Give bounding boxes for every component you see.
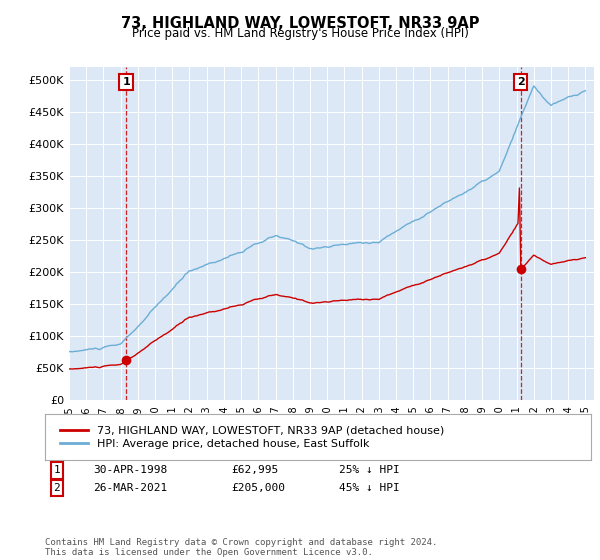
Text: 45% ↓ HPI: 45% ↓ HPI (339, 483, 400, 493)
Text: 2: 2 (517, 77, 524, 87)
Text: 1: 1 (53, 465, 61, 475)
Text: 2: 2 (53, 483, 61, 493)
Text: 30-APR-1998: 30-APR-1998 (93, 465, 167, 475)
Text: 73, HIGHLAND WAY, LOWESTOFT, NR33 9AP: 73, HIGHLAND WAY, LOWESTOFT, NR33 9AP (121, 16, 479, 31)
Text: 26-MAR-2021: 26-MAR-2021 (93, 483, 167, 493)
Text: Contains HM Land Registry data © Crown copyright and database right 2024.
This d: Contains HM Land Registry data © Crown c… (45, 538, 437, 557)
Text: 25% ↓ HPI: 25% ↓ HPI (339, 465, 400, 475)
Text: 1: 1 (122, 77, 130, 87)
Text: £205,000: £205,000 (231, 483, 285, 493)
Text: Price paid vs. HM Land Registry's House Price Index (HPI): Price paid vs. HM Land Registry's House … (131, 27, 469, 40)
Legend: 73, HIGHLAND WAY, LOWESTOFT, NR33 9AP (detached house), HPI: Average price, deta: 73, HIGHLAND WAY, LOWESTOFT, NR33 9AP (d… (56, 421, 449, 454)
Text: £62,995: £62,995 (231, 465, 278, 475)
